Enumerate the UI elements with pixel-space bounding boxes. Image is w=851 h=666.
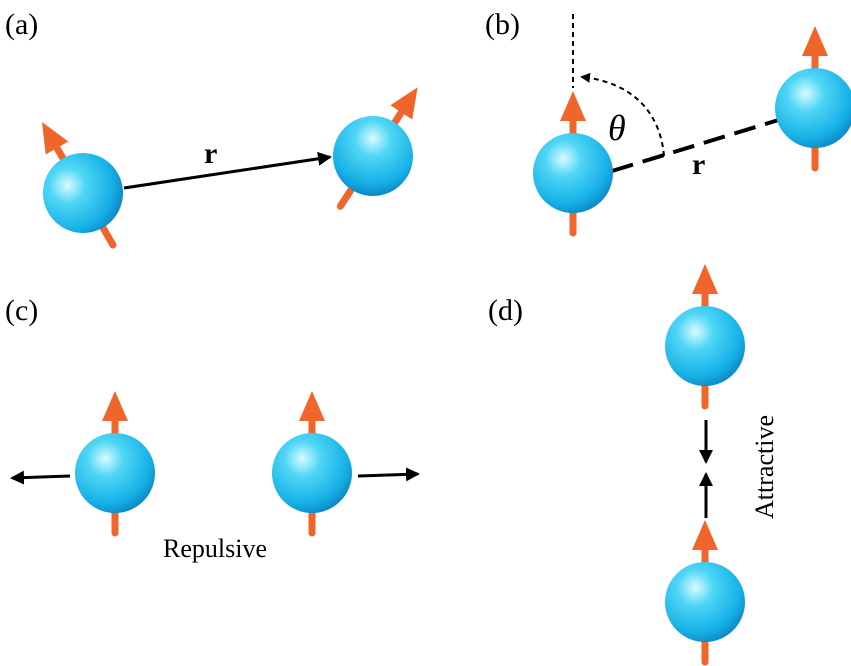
spin-particle [75,391,155,533]
panel-label: (c) [5,294,38,327]
panel-label: (b) [485,8,520,41]
spin-particle [307,65,451,228]
vector-label: r [692,148,705,181]
spin-particle [665,520,745,662]
spin-particle [7,102,147,265]
annotation: Attractive [750,415,779,519]
spin-particle [775,26,851,168]
spin-particle [533,91,613,233]
separation-vector [124,157,330,188]
spin-particle [272,391,352,533]
diagram: (a) r (b) θ r (c) Repulsive (d) Attracti… [0,0,851,666]
panel-label: (a) [5,8,38,41]
annotation: Repulsive [163,534,267,563]
panel-label: (d) [488,294,523,327]
angle-label: θ [608,108,626,148]
vector-label: r [204,137,217,170]
spin-particle [665,264,745,406]
force-arrow [12,476,70,478]
force-arrow [358,474,418,476]
